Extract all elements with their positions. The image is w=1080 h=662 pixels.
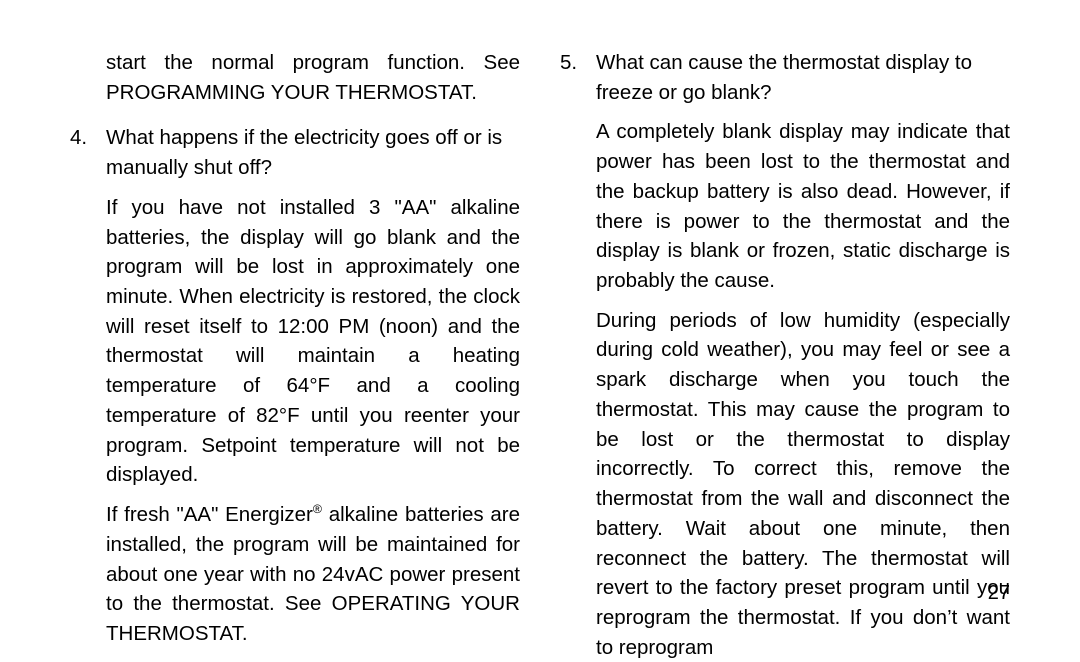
right-column: 5. What can cause the thermostat display… [560, 48, 1010, 593]
registered-mark: ® [313, 502, 322, 516]
q4-number: 4. [70, 123, 106, 658]
q4-question: What happens if the electricity goes off… [106, 123, 520, 182]
q4-body: What happens if the electricity goes off… [106, 123, 520, 658]
continuation-text: start the normal program function. See P… [106, 48, 520, 107]
q4-para1: If you have not installed 3 "AA" alkalin… [106, 193, 520, 490]
q5-para1: A completely blank display may indicate … [596, 117, 1010, 295]
continuation-block: start the normal program function. See P… [70, 48, 520, 117]
empty-num [70, 48, 106, 117]
q5-body: What can cause the thermostat display to… [596, 48, 1010, 662]
q5-number: 5. [560, 48, 596, 662]
q5-question: What can cause the thermostat display to… [596, 48, 1010, 107]
page-number: 27 [988, 582, 1010, 605]
manual-page: start the normal program function. See P… [0, 0, 1080, 623]
left-column: start the normal program function. See P… [70, 48, 520, 593]
q4-p2-pre: If fresh "AA" Energizer [106, 503, 313, 526]
q5-para2: During periods of low humidity (especial… [596, 306, 1010, 662]
q4-block: 4. What happens if the electricity goes … [70, 123, 520, 658]
q4-para2: If fresh "AA" Energizer® alkaline batter… [106, 500, 520, 649]
q5-block: 5. What can cause the thermostat display… [560, 48, 1010, 662]
